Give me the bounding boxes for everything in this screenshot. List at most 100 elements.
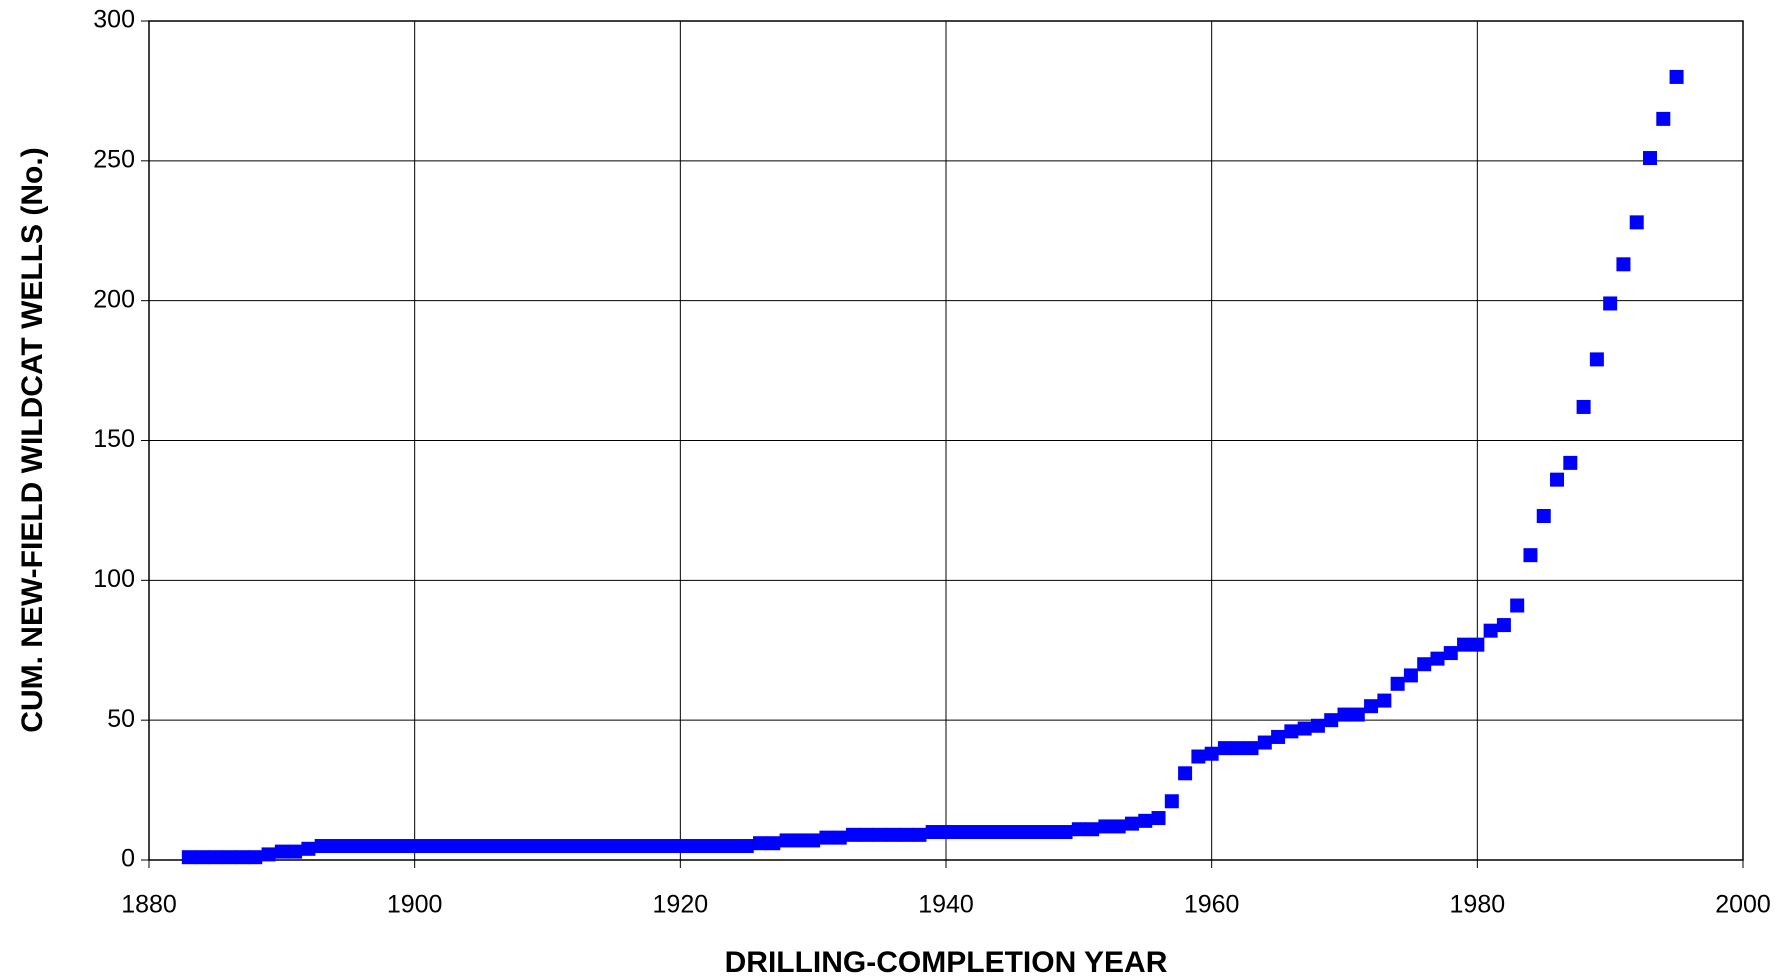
point [1297, 721, 1312, 736]
point [1457, 637, 1472, 652]
point [713, 839, 728, 854]
point [1111, 819, 1126, 834]
point [381, 839, 396, 854]
point [646, 839, 661, 854]
point [341, 839, 356, 854]
point [1085, 822, 1100, 837]
point [1523, 548, 1538, 563]
point [1536, 509, 1551, 524]
y-tick-label: 100 [93, 565, 135, 593]
point [686, 839, 701, 854]
point [420, 839, 435, 854]
x-tick-label: 2000 [1715, 891, 1771, 919]
x-tick-label: 1980 [1450, 891, 1506, 919]
point [1656, 111, 1671, 126]
point [500, 839, 515, 854]
point [593, 839, 608, 854]
point [447, 839, 462, 854]
point [288, 844, 303, 859]
point [1496, 618, 1511, 633]
point [407, 839, 422, 854]
point [1643, 151, 1658, 166]
point [952, 825, 967, 840]
point [1151, 811, 1166, 826]
point [899, 827, 914, 842]
point [261, 847, 276, 862]
point [1430, 651, 1445, 666]
point [660, 839, 675, 854]
point [1031, 825, 1046, 840]
point [553, 839, 568, 854]
y-tick-label: 250 [93, 145, 135, 173]
point [1231, 741, 1246, 756]
point [1377, 693, 1392, 708]
point [1164, 794, 1179, 809]
point [234, 850, 249, 865]
point [1257, 735, 1272, 750]
x-tick-label: 1940 [918, 891, 974, 919]
point [1576, 399, 1591, 414]
point [540, 839, 555, 854]
point [1563, 455, 1578, 470]
point [274, 844, 289, 859]
point [181, 850, 196, 865]
y-tick-label: 300 [93, 6, 135, 34]
plot-frame [148, 20, 1744, 861]
point [580, 839, 595, 854]
point [1603, 296, 1618, 311]
x-tick-label: 1880 [121, 891, 177, 919]
point [832, 830, 847, 845]
point [779, 833, 794, 848]
point [1390, 676, 1405, 691]
point [606, 839, 621, 854]
point [1005, 825, 1020, 840]
point [1058, 825, 1073, 840]
point [978, 825, 993, 840]
point [195, 850, 210, 865]
point [859, 827, 874, 842]
point [1443, 646, 1458, 661]
point [806, 833, 821, 848]
point [1284, 724, 1299, 739]
point [633, 839, 648, 854]
point [1510, 598, 1525, 613]
point [1098, 819, 1113, 834]
point [301, 841, 316, 856]
point [699, 839, 714, 854]
x-tick-label: 1900 [387, 891, 443, 919]
point [1324, 713, 1339, 728]
point [567, 839, 582, 854]
y-tick-label: 50 [107, 705, 135, 733]
point [739, 839, 754, 854]
point [434, 839, 449, 854]
point [327, 839, 342, 854]
point [965, 825, 980, 840]
point [394, 839, 409, 854]
point [766, 836, 781, 851]
point [1350, 707, 1365, 722]
point [925, 825, 940, 840]
point [367, 839, 382, 854]
point [1669, 69, 1684, 84]
point [912, 827, 927, 842]
point [1045, 825, 1060, 840]
point [1589, 352, 1604, 367]
point [221, 850, 236, 865]
point [1178, 766, 1193, 781]
point [1470, 637, 1485, 652]
point [846, 827, 861, 842]
point [1191, 749, 1206, 764]
point [1138, 813, 1153, 828]
x-tick-label: 1960 [1184, 891, 1240, 919]
point [1310, 718, 1325, 733]
point [872, 827, 887, 842]
point [1483, 623, 1498, 638]
point [1364, 699, 1379, 714]
point [354, 839, 369, 854]
point [792, 833, 807, 848]
point [248, 850, 263, 865]
point [460, 839, 475, 854]
point [992, 825, 1007, 840]
point [620, 839, 635, 854]
